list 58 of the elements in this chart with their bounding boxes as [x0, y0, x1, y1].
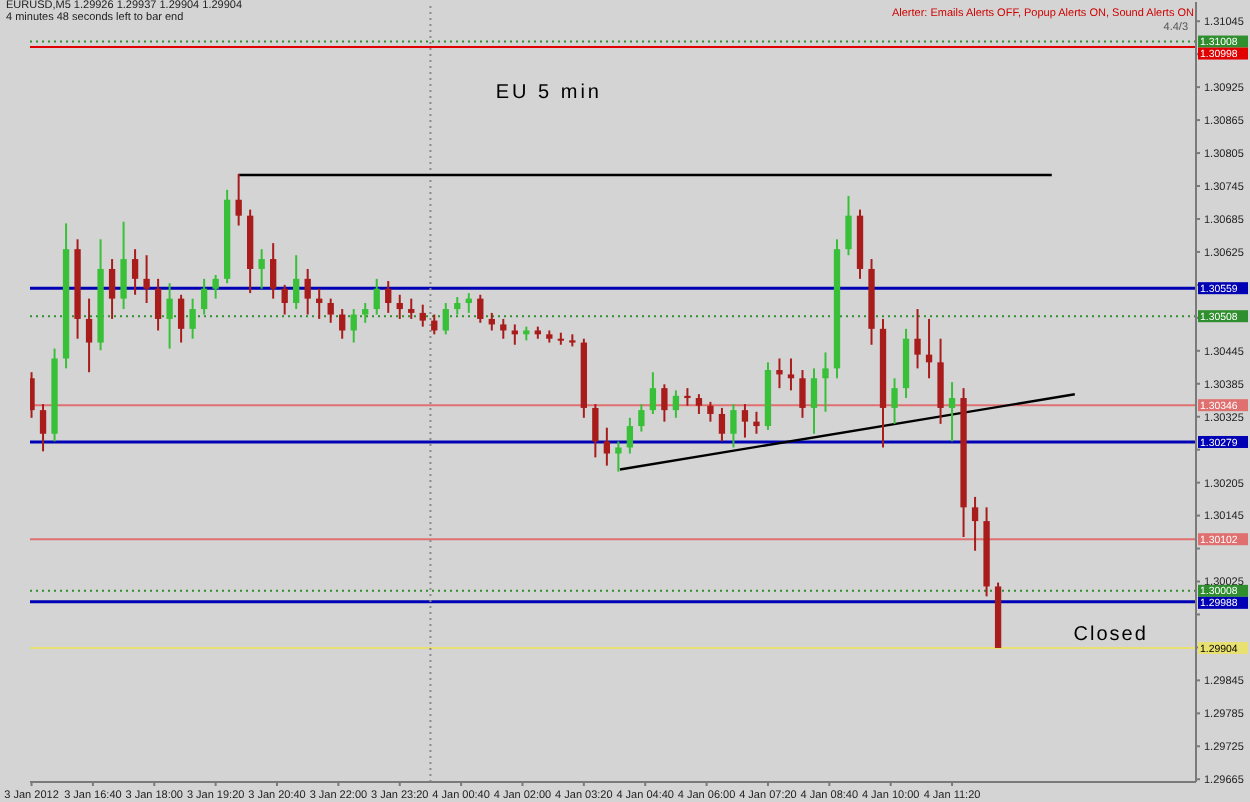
- candlestick: [638, 403, 645, 433]
- candlestick: [592, 403, 599, 459]
- candlestick: [799, 369, 806, 419]
- candlestick: [845, 194, 852, 257]
- candlestick: [200, 277, 208, 316]
- candlestick: [787, 357, 795, 392]
- candlestick: [362, 302, 369, 324]
- candlestick: [235, 172, 242, 227]
- candlestick: [971, 495, 979, 552]
- annotation: Closed: [1073, 624, 1148, 646]
- candlestick: [626, 416, 634, 455]
- candlestick: [304, 267, 311, 316]
- candlestick: [477, 293, 484, 324]
- candlestick: [120, 220, 127, 311]
- candlestick: [212, 274, 219, 300]
- candlestick: [810, 367, 818, 435]
- candlestick: [131, 248, 139, 296]
- candlestick: [281, 283, 288, 316]
- candlestick: [39, 403, 47, 453]
- candlestick: [166, 282, 173, 350]
- candlestick: [108, 258, 116, 320]
- candlestick: [603, 426, 611, 467]
- candlestick: [730, 403, 737, 449]
- candlestick: [615, 440, 622, 473]
- candlestick: [500, 317, 507, 340]
- candlestick: [327, 297, 334, 324]
- text: EU 5 min: [495, 82, 602, 104]
- candlestick: [143, 254, 150, 305]
- candlestick: [718, 406, 726, 443]
- candlestick: [649, 371, 657, 415]
- candlestick: [442, 302, 449, 336]
- candlestick: [396, 293, 403, 320]
- candlestick: [741, 403, 749, 439]
- candlestick: [408, 297, 415, 320]
- candlestick: [154, 277, 162, 332]
- candlestick: [672, 389, 680, 419]
- candlestick: [270, 242, 277, 300]
- candlestick: [385, 280, 392, 314]
- candlestick: [661, 383, 668, 423]
- candlestick: [891, 377, 898, 425]
- candlestick: [177, 293, 185, 344]
- candlestick: [695, 393, 703, 415]
- candlestick: [293, 254, 300, 311]
- candlestick: [419, 303, 426, 328]
- candlestick: [85, 297, 93, 374]
- candlestick: [684, 387, 691, 407]
- candlestick: [914, 308, 921, 370]
- candlestick: [822, 351, 829, 413]
- candlestick: [776, 357, 783, 390]
- candlestick: [948, 381, 956, 443]
- candlestick: [753, 410, 760, 435]
- candlestick: [189, 297, 196, 340]
- candlestick: [707, 400, 714, 423]
- candlestick: [511, 323, 518, 346]
- candlestick: [258, 248, 265, 290]
- candlestick: [373, 277, 380, 316]
- candlestick: [937, 337, 944, 425]
- candlestick: [30, 371, 35, 419]
